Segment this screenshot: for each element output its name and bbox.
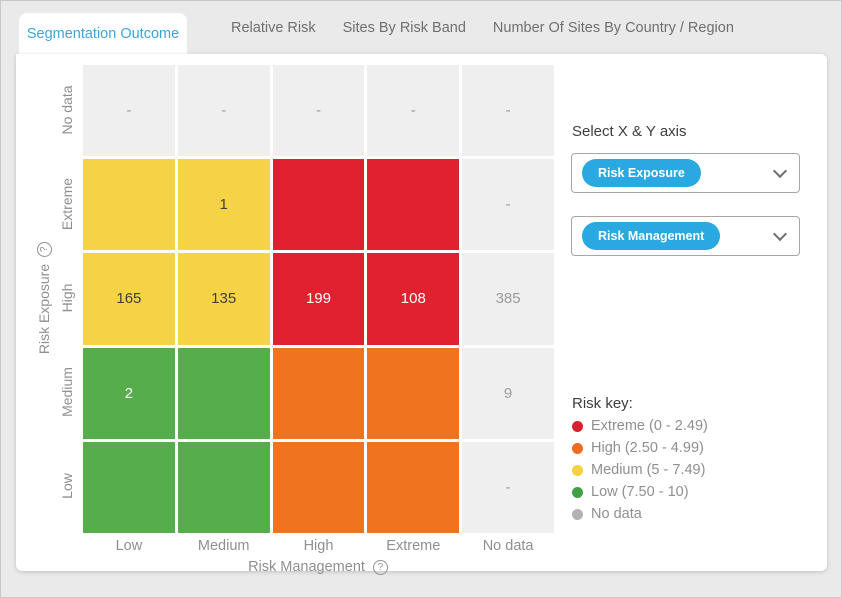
selected-value-chip: Risk Exposure: [582, 159, 701, 187]
heatmap-cell-no-data-no-data[interactable]: -: [462, 65, 554, 157]
heatmap-cell-low-extreme[interactable]: [367, 441, 460, 533]
legend-label: Medium (5 - 7.49): [591, 462, 706, 478]
x-tick-label-low: Low: [115, 538, 143, 554]
x-axis-title: Risk Management ?: [198, 559, 438, 575]
heatmap-cell-medium-medium[interactable]: [177, 347, 270, 439]
legend-item-no: No data: [572, 506, 708, 522]
y-tick-label-medium: Medium: [59, 367, 75, 418]
heatmap-cell-no-data-high[interactable]: -: [272, 65, 365, 157]
x-axis-title-label: Risk Management: [248, 559, 365, 575]
risk-key-legend: Extreme (0 - 2.49) High (2.50 - 4.99) Medi…: [572, 418, 708, 522]
heatmap-cell-extreme-extreme[interactable]: [367, 159, 460, 251]
heatmap-cell-medium-high[interactable]: [272, 347, 365, 439]
y-axis-title-label: Risk Exposure: [36, 263, 52, 355]
heatmap-cell-low-no-data[interactable]: -: [462, 441, 554, 533]
heatmap-cell-extreme-low[interactable]: [83, 159, 175, 251]
legend-dot-icon: [572, 508, 583, 520]
y-tick-label-low: Low: [59, 473, 75, 500]
tab-number-of-sites-by-country-region[interactable]: Number Of Sites By Country / Region: [492, 19, 734, 36]
y-axis-title: Risk Exposure ?: [36, 218, 52, 378]
segmentation-outcome-panel: Risk Exposure ? No data Extreme High Medium…: [16, 54, 827, 575]
heatmap-cell-no-data-low[interactable]: -: [83, 65, 175, 157]
heatmap-cell-medium-extreme[interactable]: [367, 347, 460, 439]
heatmap-grid: - - - - -1-165 135 199 108 385 2 9-: [83, 65, 554, 533]
axis-select-heading: Select X & Y axis: [572, 123, 687, 140]
chevron-down-icon: [772, 163, 788, 178]
y-tick-label-no-data: No data: [59, 85, 75, 135]
legend-label: Low (7.50 - 10): [591, 484, 689, 500]
heatmap-cell-no-data-extreme[interactable]: -: [367, 65, 460, 157]
heatmap-cell-high-high[interactable]: 199: [272, 253, 365, 345]
heatmap-cell-extreme-no-data[interactable]: -: [462, 159, 554, 251]
help-icon[interactable]: ?: [372, 559, 388, 575]
heatmap-cell-medium-low[interactable]: 2: [83, 347, 175, 439]
legend-dot-icon: [572, 486, 583, 498]
heatmap-cell-low-medium[interactable]: [177, 441, 270, 533]
legend-item-high: High (2.50 - 4.99): [572, 440, 708, 456]
heatmap-cell-low-low[interactable]: [83, 441, 175, 533]
heatmap-cell-high-no-data[interactable]: 385: [462, 253, 554, 345]
legend-dot-icon: [572, 442, 583, 454]
legend-item-low: Low (7.50 - 10): [572, 484, 708, 500]
legend-item-extreme: Extreme (0 - 2.49): [572, 418, 708, 434]
y-tick-label-extreme: Extreme: [59, 177, 75, 230]
heatmap-cell-no-data-medium[interactable]: -: [177, 65, 270, 157]
heatmap-cell-extreme-medium[interactable]: 1: [177, 159, 270, 251]
heatmap-cell-medium-no-data[interactable]: 9: [462, 347, 554, 439]
tab-label: Segmentation Outcome: [26, 25, 180, 42]
heatmap-cell-low-high[interactable]: [272, 441, 365, 533]
x-tick-label-high: High: [303, 538, 334, 554]
x-tick-label-extreme: Extreme: [386, 538, 441, 554]
tab-relative-risk[interactable]: Relative Risk: [231, 19, 316, 36]
x-tick-label-medium: Medium: [197, 538, 250, 554]
y-axis-select[interactable]: Risk Exposure: [571, 153, 800, 193]
heatmap-cell-high-medium[interactable]: 135: [177, 253, 270, 345]
tab-group: Relative Risk Sites By Risk Band Number …: [187, 1, 734, 54]
x-axis-select[interactable]: Risk Management: [571, 216, 800, 256]
y-tick-label-high: High: [59, 283, 75, 313]
legend-dot-icon: [572, 420, 583, 432]
legend-label: Extreme (0 - 2.49): [591, 418, 708, 434]
tab-sites-by-risk-band[interactable]: Sites By Risk Band: [342, 19, 466, 36]
help-icon[interactable]: ?: [36, 241, 52, 257]
heatmap-cell-extreme-high[interactable]: [272, 159, 365, 251]
risk-key-title: Risk key:: [572, 395, 633, 412]
legend-label: No data: [591, 506, 642, 522]
tab-segmentation-outcome[interactable]: Segmentation Outcome: [19, 13, 187, 54]
x-tick-label-no-data: No data: [482, 538, 534, 554]
chevron-down-icon: [772, 226, 788, 241]
heatmap-cell-high-extreme[interactable]: 108: [367, 253, 460, 345]
heatmap-cell-high-low[interactable]: 165: [83, 253, 175, 345]
tab-bar: Segmentation Outcome Relative Risk Sites…: [1, 1, 841, 54]
selected-value-chip: Risk Management: [582, 222, 721, 250]
legend-item-medium: Medium (5 - 7.49): [572, 462, 708, 478]
legend-dot-icon: [572, 464, 583, 476]
legend-label: High (2.50 - 4.99): [591, 440, 704, 456]
